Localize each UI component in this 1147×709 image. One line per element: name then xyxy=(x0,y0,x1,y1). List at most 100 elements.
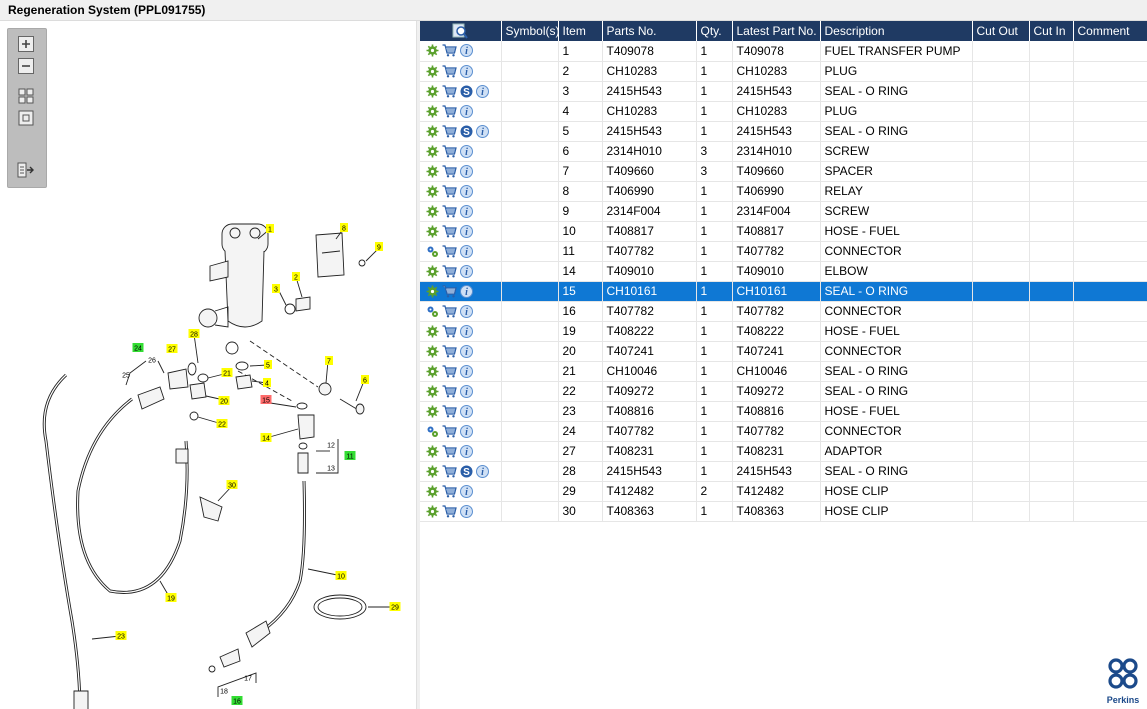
callout-7[interactable]: 7 xyxy=(325,356,333,366)
callout-29[interactable]: 29 xyxy=(389,602,401,612)
gear-icon[interactable] xyxy=(426,205,439,218)
info-icon[interactable]: i xyxy=(460,104,473,118)
column-header-cut-out[interactable]: Cut Out xyxy=(972,21,1030,41)
cart-icon[interactable] xyxy=(442,184,457,198)
info-icon[interactable]: i xyxy=(460,204,473,218)
column-header-item[interactable]: Item xyxy=(558,21,603,41)
callout-20[interactable]: 20 xyxy=(218,396,230,406)
gear-icon[interactable] xyxy=(426,345,439,358)
callout-24[interactable]: 24 xyxy=(132,343,144,353)
supersession-icon[interactable]: S xyxy=(460,85,473,98)
gear-icon[interactable] xyxy=(426,165,439,178)
callout-19[interactable]: 19 xyxy=(165,593,177,603)
gear-icon[interactable] xyxy=(426,265,439,278)
zoom-in-icon[interactable] xyxy=(16,35,36,53)
table-row[interactable]: i 29 T412482 2 T412482 HOSE CLIP xyxy=(420,481,1147,502)
cart-icon[interactable] xyxy=(442,444,457,458)
gear-icon[interactable] xyxy=(426,445,439,458)
table-row[interactable]: i 16 T407782 1 T407782 CONNECTOR xyxy=(420,301,1147,322)
table-row[interactable]: i 20 T407241 1 T407241 CONNECTOR xyxy=(420,341,1147,362)
gear-icon[interactable] xyxy=(426,385,439,398)
cart-icon[interactable] xyxy=(442,504,457,518)
info-icon[interactable]: i xyxy=(460,244,473,258)
info-icon[interactable]: i xyxy=(460,504,473,518)
cart-icon[interactable] xyxy=(442,124,457,138)
info-icon[interactable]: i xyxy=(460,144,473,158)
search-parts-icon[interactable] xyxy=(452,23,469,39)
cart-icon[interactable] xyxy=(442,424,457,438)
info-icon[interactable]: i xyxy=(460,164,473,178)
header-search-cell[interactable] xyxy=(420,21,502,41)
gear-icon[interactable] xyxy=(426,405,439,418)
column-header-qty[interactable]: Qty. xyxy=(696,21,733,41)
callout-5[interactable]: 5 xyxy=(264,360,272,370)
fit-grid-icon[interactable] xyxy=(16,87,36,105)
table-row[interactable]: i 4 CH10283 1 CH10283 PLUG xyxy=(420,101,1147,122)
callout-9[interactable]: 9 xyxy=(375,242,383,252)
column-header-comment[interactable]: Comment xyxy=(1073,21,1147,41)
info-icon[interactable]: i xyxy=(460,444,473,458)
info-icon[interactable]: i xyxy=(476,464,489,478)
info-icon[interactable]: i xyxy=(460,44,473,58)
callout-4[interactable]: 4 xyxy=(263,378,271,388)
cart-icon[interactable] xyxy=(442,484,457,498)
callout-22[interactable]: 22 xyxy=(216,419,228,429)
callout-16[interactable]: 16 xyxy=(231,696,243,706)
supersession-icon[interactable]: S xyxy=(460,125,473,138)
cart-icon[interactable] xyxy=(442,304,457,318)
info-icon[interactable]: i xyxy=(460,64,473,78)
callout-6[interactable]: 6 xyxy=(361,375,369,385)
callout-1[interactable]: 1 xyxy=(266,224,274,234)
info-icon[interactable]: i xyxy=(460,324,473,338)
column-header-description[interactable]: Description xyxy=(820,21,973,41)
table-row[interactable]: i 9 2314F004 1 2314F004 SCREW xyxy=(420,201,1147,222)
table-row[interactable]: i 11 T407782 1 T407782 CONNECTOR xyxy=(420,241,1147,262)
callout-23[interactable]: 23 xyxy=(115,631,127,641)
table-row[interactable]: i 2 CH10283 1 CH10283 PLUG xyxy=(420,61,1147,82)
cart-icon[interactable] xyxy=(442,244,457,258)
table-row[interactable]: i 15 CH10161 1 CH10161 SEAL - O RING xyxy=(420,281,1147,302)
table-row[interactable]: i 30 T408363 1 T408363 HOSE CLIP xyxy=(420,501,1147,522)
gear-icon[interactable] xyxy=(426,485,439,498)
cart-icon[interactable] xyxy=(442,324,457,338)
callout-15[interactable]: 15 xyxy=(260,395,272,405)
table-row[interactable]: i 1 T409078 1 T409078 FUEL TRANSFER PUMP xyxy=(420,41,1147,62)
cart-icon[interactable] xyxy=(442,344,457,358)
column-header-cut-in[interactable]: Cut In xyxy=(1029,21,1074,41)
gear-icon[interactable] xyxy=(426,65,439,78)
callout-27[interactable]: 27 xyxy=(166,344,178,354)
column-header-parts-no[interactable]: Parts No. xyxy=(602,21,697,41)
gears-blue-icon[interactable] xyxy=(426,425,439,438)
gear-icon[interactable] xyxy=(426,185,439,198)
table-row[interactable]: i 8 T406990 1 T406990 RELAY xyxy=(420,181,1147,202)
callout-30[interactable]: 30 xyxy=(226,480,238,490)
diagram-pane[interactable]: 1 8 9 3 2 28 27 24 26 25 5 21 4 7 6 20 15 22 14 12 11 13 30 10 1… xyxy=(0,21,417,709)
reset-view-icon[interactable] xyxy=(16,109,36,127)
cart-icon[interactable] xyxy=(442,404,457,418)
info-icon[interactable]: i xyxy=(460,364,473,378)
cart-icon[interactable] xyxy=(442,364,457,378)
cart-icon[interactable] xyxy=(442,284,457,298)
cart-icon[interactable] xyxy=(442,164,457,178)
table-row[interactable]: i 14 T409010 1 T409010 ELBOW xyxy=(420,261,1147,282)
info-icon[interactable]: i xyxy=(460,264,473,278)
table-row[interactable]: i 21 CH10046 1 CH10046 SEAL - O RING xyxy=(420,361,1147,382)
gears-blue-icon[interactable] xyxy=(426,305,439,318)
info-icon[interactable]: i xyxy=(460,184,473,198)
pane-splitter[interactable] xyxy=(417,21,420,709)
cart-icon[interactable] xyxy=(442,264,457,278)
cart-icon[interactable] xyxy=(442,144,457,158)
cart-icon[interactable] xyxy=(442,204,457,218)
gear-icon[interactable] xyxy=(426,44,439,57)
gear-icon[interactable] xyxy=(426,225,439,238)
gear-icon[interactable] xyxy=(426,325,439,338)
gear-icon[interactable] xyxy=(426,505,439,518)
table-row[interactable]: i 22 T409272 1 T409272 SEAL - O RING xyxy=(420,381,1147,402)
callout-11[interactable]: 11 xyxy=(344,451,356,461)
info-icon[interactable]: i xyxy=(460,304,473,318)
callout-14[interactable]: 14 xyxy=(260,433,272,443)
info-icon[interactable]: i xyxy=(476,124,489,138)
cart-icon[interactable] xyxy=(442,44,457,57)
